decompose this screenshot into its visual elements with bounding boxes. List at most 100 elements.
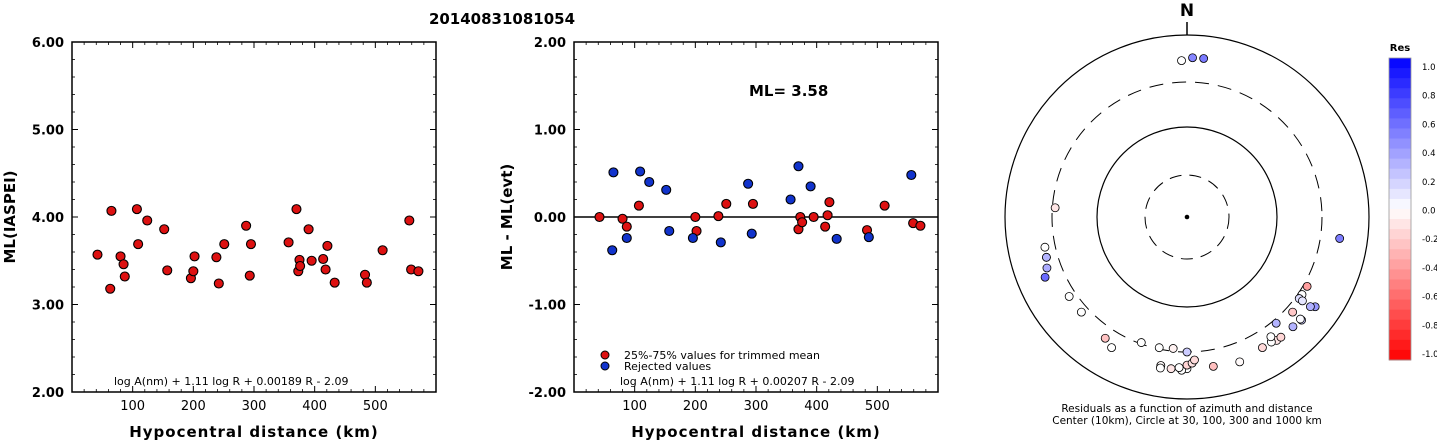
data-point-accepted [915,220,926,231]
data-point-accepted [303,224,314,235]
station-marker [1107,343,1116,353]
colorbar-tick-label: 0.8 [1422,92,1436,102]
station-marker [1042,252,1051,262]
data-point-rejected [621,232,632,244]
data-point-rejected [863,232,874,243]
data-point-accepted [633,200,644,211]
y-tick-label: 3.00 [32,299,64,314]
colorbar-cell [1389,118,1411,129]
y-tick-label: 2.00 [32,386,64,401]
data-point-accepted [404,215,415,226]
x-tick-label: 400 [302,399,327,414]
station-marker [1100,333,1110,343]
data-point-accepted [119,271,130,282]
chart1-frame [71,41,437,393]
ring-30km [1144,174,1230,260]
station-marker [1040,272,1050,282]
data-point-accepted [713,211,724,222]
station-marker [1288,322,1298,332]
station-marker [1040,242,1050,252]
x-tick-label: 400 [804,399,829,414]
ml-annotation: ML= 3.58 [749,82,828,100]
data-point-accepted [131,204,142,215]
colorbar-cell [1389,68,1411,79]
colorbar-cell [1389,289,1411,301]
data-point-accepted [219,239,230,250]
data-point-accepted [824,197,835,208]
station-marker [1182,347,1192,357]
y-tick-label: 2.00 [534,36,566,51]
data-point-accepted [241,220,252,231]
data-point-accepted [92,249,103,260]
north-label: N [1180,1,1194,21]
colorbar-cell [1389,239,1411,250]
colorbar-tick-label: 0.4 [1422,149,1436,159]
data-point-rejected [746,228,757,239]
legend-label-accepted: 25%-75% values for trimmed mean [624,349,820,362]
y-tick-label: 0.00 [534,211,566,226]
station-marker [1298,296,1307,306]
colorbar-cell [1389,128,1411,140]
station-marker [1177,56,1186,66]
colorbar-tick-label: 0.6 [1422,120,1436,130]
colorbar-cell [1389,158,1411,170]
x-tick-label: 300 [744,399,769,414]
ring-1000km [1004,34,1370,400]
data-point-accepted [211,252,222,263]
data-point-accepted [106,205,117,216]
station-marker [1288,307,1298,317]
data-point-rejected [687,232,698,244]
colorbar-cell [1389,138,1411,150]
legend-marker-accepted [600,350,610,360]
station-marker [1302,281,1312,291]
colorbar-tick-label: 0.2 [1422,178,1436,188]
legend-marker-rejected [600,361,610,371]
y-tick-label: 5.00 [32,124,64,139]
azimuth-residual-map: N Residuals as a function of azimuth and… [1004,1,1370,427]
data-point-rejected [607,245,618,256]
data-point-accepted [159,224,170,235]
data-point-rejected [793,161,804,172]
station-marker [1076,307,1086,317]
colorbar-cell [1389,148,1411,160]
data-point-rejected [644,176,655,188]
y-tick-label: 1.00 [534,124,566,139]
colorbar-cell [1389,198,1411,210]
data-point-accepted [621,221,632,232]
colorbar-tick-label: -0.2 [1422,235,1437,245]
station-marker [1064,292,1074,301]
ml-vs-distance-chart: ML(IASPEI) Hypocentral distance (km) log… [1,36,437,441]
station-marker [1258,343,1267,353]
data-point-accepted [188,266,199,277]
station-marker [1190,355,1199,365]
station-marker [1199,54,1209,63]
colorbar-title: Res [1390,43,1410,54]
station-marker [1235,357,1245,367]
data-point-accepted [747,198,759,209]
colorbar-cell [1389,178,1411,190]
x-tick-label: 300 [242,399,267,414]
data-point-accepted [377,245,388,256]
colorbar-tick-label: 0.0 [1422,207,1436,217]
y-tick-label: 4.00 [32,211,64,226]
chart2-xlabel: Hypocentral distance (km) [631,423,881,441]
station-marker [1188,53,1197,63]
map-caption-line1: Residuals as a function of azimuth and d… [1061,403,1312,415]
colorbar-tick-label: 1.0 [1422,63,1436,73]
data-point-rejected [664,225,675,237]
colorbar-cell [1389,98,1411,109]
data-point-rejected [635,166,646,177]
y-tick-label: -2.00 [529,386,566,401]
data-point-accepted [322,240,333,251]
epicenter-dot [1184,214,1190,220]
data-point-accepted [245,239,257,250]
colorbar-tick-label: -1.0 [1422,350,1437,360]
colorbar-cell [1389,78,1411,89]
colorbar-cell [1389,279,1411,291]
data-point-rejected [608,167,619,178]
colorbar-cell [1389,168,1411,180]
colorbar-cell [1389,339,1411,351]
data-point-accepted [361,277,372,288]
station-marker [1168,344,1178,353]
